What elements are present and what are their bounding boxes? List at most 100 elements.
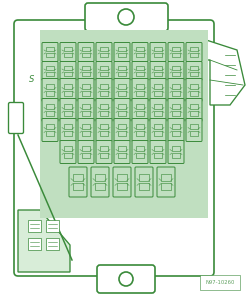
Bar	[136, 91, 144, 96]
Bar	[100, 111, 108, 116]
Bar	[100, 146, 108, 151]
Bar	[136, 72, 144, 76]
Bar	[190, 84, 198, 89]
Bar	[46, 53, 54, 57]
FancyBboxPatch shape	[168, 140, 184, 164]
Bar	[64, 124, 72, 129]
Bar	[46, 111, 54, 116]
Bar	[118, 153, 126, 158]
Bar	[139, 183, 149, 190]
Bar	[73, 174, 83, 181]
FancyBboxPatch shape	[168, 118, 184, 142]
Bar	[82, 111, 90, 116]
Bar	[136, 153, 144, 158]
Bar	[190, 53, 198, 57]
FancyBboxPatch shape	[186, 43, 202, 61]
Bar	[190, 104, 198, 109]
Bar	[64, 66, 72, 70]
Bar	[190, 124, 198, 129]
Bar	[172, 124, 180, 129]
FancyBboxPatch shape	[168, 43, 184, 61]
Bar	[64, 153, 72, 158]
FancyBboxPatch shape	[96, 61, 112, 80]
Bar	[95, 174, 105, 181]
FancyBboxPatch shape	[60, 98, 76, 122]
Bar	[117, 174, 127, 181]
Bar	[100, 47, 108, 51]
FancyBboxPatch shape	[96, 79, 112, 101]
Bar	[172, 111, 180, 116]
Bar	[100, 104, 108, 109]
Bar	[190, 72, 198, 76]
FancyBboxPatch shape	[96, 98, 112, 122]
Bar	[136, 146, 144, 151]
Bar	[118, 124, 126, 129]
Bar	[40, 30, 208, 218]
Bar	[172, 53, 180, 57]
Bar	[64, 72, 72, 76]
Bar	[118, 131, 126, 136]
Bar	[172, 91, 180, 96]
Bar	[118, 84, 126, 89]
Bar	[136, 104, 144, 109]
Bar	[64, 91, 72, 96]
Bar	[154, 124, 162, 129]
FancyBboxPatch shape	[157, 167, 175, 197]
FancyBboxPatch shape	[78, 79, 94, 101]
Bar	[82, 124, 90, 129]
Bar	[100, 153, 108, 158]
Polygon shape	[88, 10, 165, 28]
FancyBboxPatch shape	[42, 61, 58, 80]
Bar	[64, 146, 72, 151]
Text: N97-10260: N97-10260	[206, 280, 235, 285]
FancyBboxPatch shape	[97, 265, 155, 293]
Polygon shape	[200, 38, 245, 105]
Bar	[154, 84, 162, 89]
Bar	[82, 104, 90, 109]
FancyBboxPatch shape	[78, 140, 94, 164]
FancyBboxPatch shape	[150, 140, 166, 164]
Bar	[118, 104, 126, 109]
Circle shape	[118, 9, 134, 25]
FancyBboxPatch shape	[60, 140, 76, 164]
FancyBboxPatch shape	[135, 167, 153, 197]
FancyBboxPatch shape	[96, 140, 112, 164]
Bar	[100, 91, 108, 96]
Bar	[100, 53, 108, 57]
Bar	[154, 72, 162, 76]
Bar	[82, 66, 90, 70]
FancyBboxPatch shape	[132, 98, 148, 122]
FancyBboxPatch shape	[42, 98, 58, 122]
Text: S: S	[29, 76, 35, 85]
Bar	[100, 124, 108, 129]
FancyBboxPatch shape	[114, 118, 130, 142]
Bar	[118, 146, 126, 151]
Bar	[73, 183, 83, 190]
Bar	[136, 47, 144, 51]
FancyBboxPatch shape	[168, 98, 184, 122]
FancyBboxPatch shape	[186, 61, 202, 80]
FancyBboxPatch shape	[186, 98, 202, 122]
Bar	[64, 104, 72, 109]
FancyBboxPatch shape	[78, 43, 94, 61]
FancyBboxPatch shape	[60, 61, 76, 80]
Bar	[100, 66, 108, 70]
FancyBboxPatch shape	[186, 79, 202, 101]
Bar	[100, 72, 108, 76]
Bar	[46, 66, 54, 70]
Bar	[136, 84, 144, 89]
Bar	[82, 146, 90, 151]
Bar	[172, 104, 180, 109]
Bar	[172, 131, 180, 136]
Bar	[172, 84, 180, 89]
Bar	[46, 104, 54, 109]
Bar	[46, 84, 54, 89]
FancyBboxPatch shape	[114, 79, 130, 101]
FancyBboxPatch shape	[114, 140, 130, 164]
FancyBboxPatch shape	[85, 3, 168, 31]
Polygon shape	[18, 210, 70, 272]
Bar	[46, 72, 54, 76]
Bar	[118, 111, 126, 116]
Bar	[172, 153, 180, 158]
Bar	[154, 111, 162, 116]
